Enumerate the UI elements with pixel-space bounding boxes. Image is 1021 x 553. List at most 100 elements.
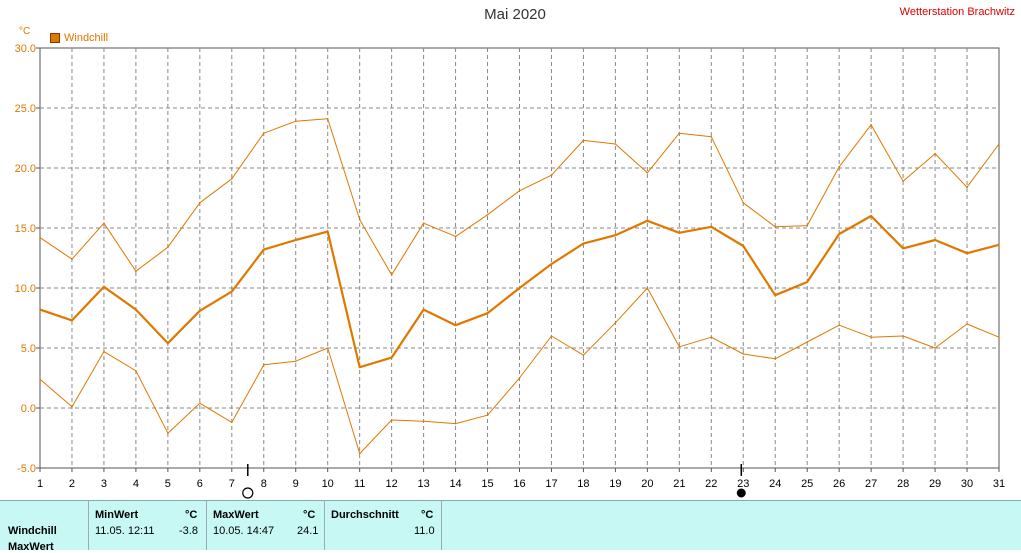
line-chart: 30.025.020.015.010.05.00.0-5.01 2 3 4 5 6 7 8 9 1… xyxy=(15,43,1005,499)
data-point xyxy=(966,252,968,254)
x-tick-label: 15 xyxy=(481,478,493,490)
data-point xyxy=(262,248,265,251)
data-point xyxy=(231,421,233,424)
data-point xyxy=(646,287,649,289)
x-tick-label: 31 xyxy=(993,478,1005,490)
data-point xyxy=(422,308,425,311)
data-point xyxy=(838,324,840,327)
data-point xyxy=(199,202,201,204)
full-moon-icon xyxy=(242,487,254,499)
legend: Windchill xyxy=(50,32,108,44)
data-point xyxy=(486,414,489,417)
y-tick-label: 5.0 xyxy=(21,343,36,355)
data-point xyxy=(614,322,617,324)
y-tick-label: 20.0 xyxy=(15,163,36,175)
data-point xyxy=(518,377,521,379)
x-tick-label: 8 xyxy=(261,478,267,490)
data-point xyxy=(582,242,585,245)
y-tick-label: 30.0 xyxy=(15,43,36,55)
data-point xyxy=(486,214,489,216)
data-point xyxy=(998,336,1000,339)
data-point xyxy=(966,186,968,188)
data-point xyxy=(806,281,808,283)
data-point xyxy=(262,132,265,134)
x-tick-label: 14 xyxy=(449,478,461,490)
data-point xyxy=(550,335,553,337)
data-point xyxy=(518,287,521,289)
max-column: MaxWert °C 10.05. 14:47 24.1 xyxy=(206,501,324,550)
data-point xyxy=(326,230,329,233)
data-point xyxy=(870,124,872,126)
data-point xyxy=(135,370,137,372)
x-tick-label: 17 xyxy=(545,478,557,490)
data-point xyxy=(103,222,105,224)
data-point xyxy=(167,342,169,345)
x-tick-label: 21 xyxy=(673,478,685,490)
data-point xyxy=(422,222,425,224)
avg-header: Durchschnitt xyxy=(331,509,399,521)
x-tick-label: 18 xyxy=(577,478,589,490)
row-label-maxwert: MaxWert xyxy=(8,541,54,553)
data-point xyxy=(454,235,457,238)
data-point xyxy=(167,246,169,248)
data-point xyxy=(742,245,745,247)
avg-value: 11.0 xyxy=(414,525,435,537)
data-point xyxy=(838,233,840,235)
x-tick-label: 19 xyxy=(609,478,621,490)
data-point xyxy=(486,312,489,315)
x-tick-label: 26 xyxy=(833,478,845,490)
x-tick-label: 29 xyxy=(929,478,941,490)
data-point xyxy=(231,290,233,293)
x-tick-label: 11 xyxy=(354,478,365,490)
min-unit: °C xyxy=(185,509,198,521)
y-tick-label: 25.0 xyxy=(15,103,36,115)
min-header: MinWert xyxy=(95,509,139,521)
x-tick-label: 3 xyxy=(101,478,107,490)
min-time: 11.05. 12:11 xyxy=(95,525,155,537)
data-point xyxy=(294,360,297,363)
data-point xyxy=(838,166,840,168)
x-tick-label: 20 xyxy=(641,478,653,490)
data-point xyxy=(518,190,521,192)
x-tick-label: 24 xyxy=(769,478,781,490)
x-tick-label: 13 xyxy=(417,478,429,490)
data-point xyxy=(199,310,201,312)
data-point xyxy=(71,406,73,408)
data-point xyxy=(39,378,41,381)
data-point xyxy=(710,226,713,228)
x-tick-label: 23 xyxy=(737,478,749,490)
min-column: MinWert °C 11.05. 12:11 -3.8 xyxy=(88,501,206,550)
avg-unit: °C xyxy=(421,509,434,521)
data-point xyxy=(326,118,329,120)
data-point xyxy=(39,236,41,239)
stats-panel: Windchill MaxWert MinWert °C 11.05. 12:1… xyxy=(0,500,1021,553)
y-tick-label: 10.0 xyxy=(15,283,36,295)
data-point xyxy=(294,239,297,241)
y-unit-label: °C xyxy=(19,26,31,37)
data-point xyxy=(998,244,1000,246)
data-point xyxy=(646,220,649,222)
chart-title: Mai 2020 xyxy=(484,6,546,23)
data-point xyxy=(294,120,297,122)
x-tick-label: 25 xyxy=(801,478,813,490)
x-tick-label: 6 xyxy=(197,478,203,490)
data-point xyxy=(39,308,41,311)
data-point xyxy=(774,358,777,360)
data-point xyxy=(806,224,808,227)
data-point xyxy=(614,143,617,145)
data-point xyxy=(103,350,105,353)
data-point xyxy=(870,336,872,339)
x-tick-label: 9 xyxy=(293,478,299,490)
data-point xyxy=(326,347,329,349)
data-point xyxy=(678,232,681,234)
data-point xyxy=(678,132,681,134)
data-point xyxy=(582,354,585,357)
station-name: Wetterstation Brachwitz xyxy=(899,6,1015,18)
data-point xyxy=(422,420,425,423)
data-point xyxy=(646,172,649,174)
data-point xyxy=(71,258,73,261)
data-point xyxy=(71,319,73,322)
y-tick-label: 15.0 xyxy=(15,223,36,235)
data-point xyxy=(550,263,553,265)
data-point xyxy=(934,152,936,155)
